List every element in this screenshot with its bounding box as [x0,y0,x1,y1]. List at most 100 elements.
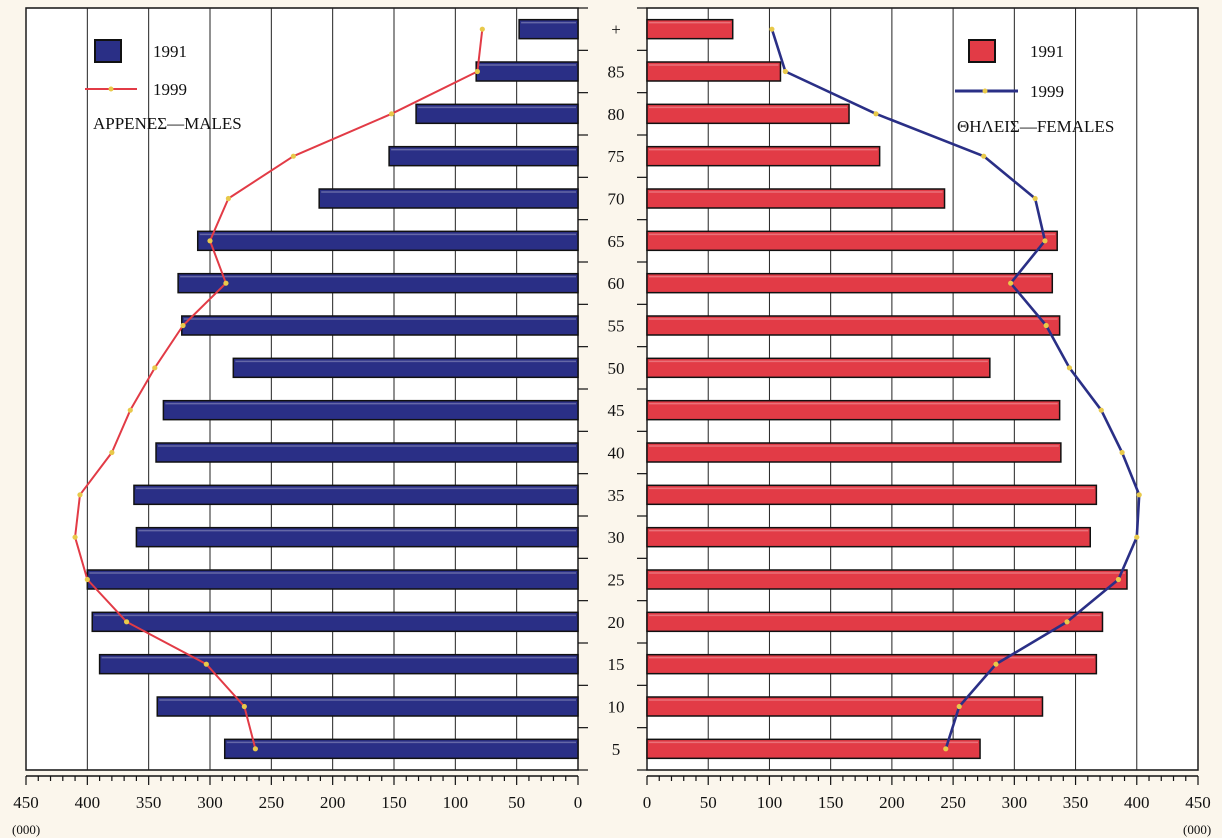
right-unit-label: (000) [1183,822,1211,837]
x-tick-label: 450 [1185,793,1211,812]
age-label: 80 [608,105,625,124]
males-panel-label: ΑΡΡΕΝΕΣ—MALES [93,114,242,133]
line-1999-marker [479,26,485,32]
line-1999-marker [77,492,83,498]
females-panel-label: ΘΗΛΕΙΣ—FEMALES [957,117,1114,136]
plot-area [646,7,1199,771]
line-1999-marker [1115,576,1122,583]
line-1999-marker [981,153,987,159]
x-tick-label: 250 [259,793,285,812]
bar [232,357,579,379]
x-tick-label: 450 [13,793,39,812]
bar [415,103,579,125]
bar [646,61,782,82]
age-label: 85 [608,63,625,82]
line-1999-marker [1032,195,1038,202]
line-1999-marker [241,703,247,710]
line-1999-marker [1119,449,1125,456]
age-label: 40 [608,444,625,463]
bar [518,18,579,40]
age-label: + [611,20,621,39]
age-label: 25 [608,571,625,590]
age-label: 50 [608,359,625,378]
bar [646,526,1091,548]
age-label: 55 [608,317,625,336]
females-panel: 0 50 100 150 200 250 300 350 400 450 [643,7,1211,812]
bar [98,653,579,675]
line-1999-marker [1098,407,1104,413]
bar [318,188,579,209]
bar [388,145,579,167]
line-1999-marker [207,238,213,244]
line-1999-marker [290,153,297,159]
bar [646,484,1098,506]
line-1999 [770,28,1141,750]
line-1999-marker [127,407,133,413]
bar [162,399,579,421]
line-1999-marker [943,746,949,752]
males-panel: 450 400 350 300 250 200 150 100 50 0 [13,7,583,812]
line-1999-marker [1136,492,1142,498]
line-1999-marker [1042,238,1048,244]
legend-1991-label: 1991 [1030,42,1064,61]
line-1999 [74,29,484,750]
line-1999-marker [782,68,788,75]
age-label: 70 [608,190,625,209]
line-1999-marker [123,619,130,625]
age-label: 10 [608,698,625,717]
bar [646,145,881,167]
line-1999-marker [109,449,115,456]
bar [646,230,1058,252]
x-tick-label: 100 [443,793,469,812]
line-1999-marker [388,111,395,117]
bar [133,484,579,506]
line-1999-marker [474,68,481,75]
bar [646,653,1098,675]
age-label: 30 [608,528,625,547]
bar [646,272,1054,294]
x-tick-label: 400 [1124,793,1150,812]
x-tick-label: 0 [643,793,652,812]
line-1999-marker [873,111,879,117]
plot-area [25,7,579,771]
left-unit-label: (000) [12,822,40,837]
x-tick-label: 50 [508,793,525,812]
bar [135,526,579,548]
x-tick-label: 0 [574,793,583,812]
x-tick-label: 150 [381,793,407,812]
line-1999-marker [223,280,229,286]
bar [646,18,734,40]
bar [646,569,1128,590]
males-legend: 1991 1999 ΑΡΡΕΝΕΣ—MALES [85,39,242,133]
line-1999-marker [225,195,231,202]
bar [646,399,1061,421]
bar [646,103,850,125]
age-label: 75 [608,147,625,166]
legend-1999-marker [108,86,114,92]
line-1999-marker [956,703,962,710]
line-1999-marker [152,365,158,371]
bar [646,738,981,760]
bar [646,442,1062,463]
legend-1999-label: 1999 [1030,82,1064,101]
x-tick-label: 150 [818,793,844,812]
x-tick-label: 400 [75,793,101,812]
x-tick-label: 100 [757,793,783,812]
line-1999-marker [1066,365,1073,371]
legend-1991-swatch [968,39,996,63]
line-1999-marker [180,322,186,329]
x-tick-label: 200 [320,793,346,812]
age-label: 5 [612,740,621,759]
age-axis: 5 10 15 20 25 30 35 40 45 50 55 60 65 70 75 80 85 + [578,7,647,771]
line-1999-marker [252,746,258,752]
age-label: 45 [608,401,625,420]
line-1999-marker [769,26,775,32]
bar [646,611,1104,633]
bar [91,611,579,633]
line-1999-marker [1043,322,1049,329]
bar [646,357,991,379]
bar [223,738,579,760]
line-1999-marker [203,661,209,667]
line-1999-marker [72,534,78,540]
females-legend: 1991 1999 ΘΗΛΕΙΣ—FEMALES [955,39,1114,136]
